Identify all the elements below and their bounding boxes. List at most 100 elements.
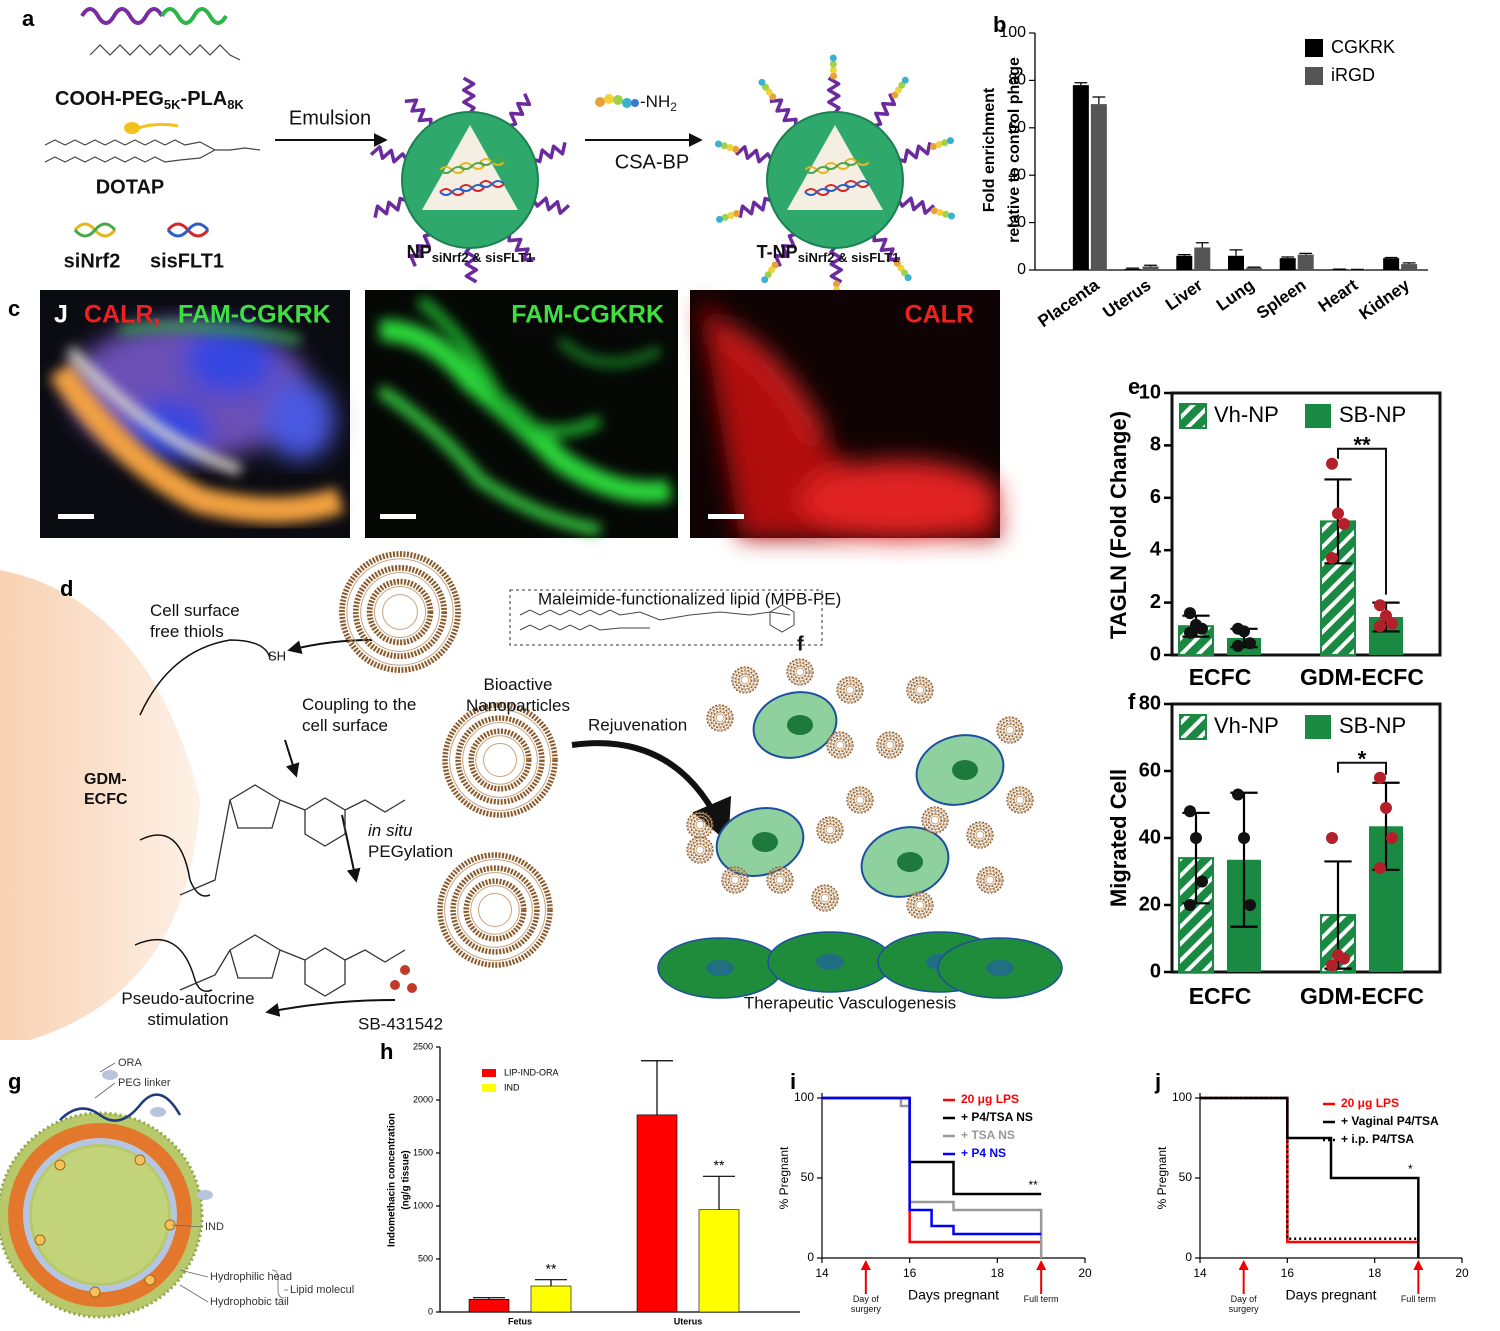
panel-d-art xyxy=(657,658,1063,999)
lipid-layer xyxy=(979,869,1001,891)
lipid-core xyxy=(740,675,750,685)
data-point xyxy=(1184,899,1196,911)
lipid-core xyxy=(930,815,940,825)
panel-g-art xyxy=(134,1154,146,1166)
y-tick-label: 50 xyxy=(801,1170,815,1184)
lipid-layer xyxy=(722,867,748,893)
panel-a-art xyxy=(160,7,228,25)
peg-chain xyxy=(773,232,798,267)
panel-c-text: J CALR, FAM-CGKRK FAM-CGKRK CALR xyxy=(54,301,974,329)
lipid-layer xyxy=(836,676,864,704)
lipid-layer xyxy=(811,884,839,912)
peptide-part: -NH xyxy=(640,92,670,111)
y-tick-label: 20 xyxy=(1139,893,1161,915)
panel-d-art xyxy=(139,639,271,716)
lipid-layer xyxy=(360,572,440,652)
data-point xyxy=(1326,552,1338,565)
bar xyxy=(1228,255,1244,270)
lipid-core xyxy=(483,743,517,777)
bar xyxy=(1090,104,1107,270)
lipid-layer xyxy=(769,869,791,891)
legend-label: IND xyxy=(504,1082,520,1092)
y-axis-label: % Pregnant xyxy=(1155,1146,1169,1209)
panel-a-art xyxy=(124,122,140,134)
lipid-layer xyxy=(455,715,545,805)
panel-g-art xyxy=(8,1123,192,1307)
image-label: CALR xyxy=(905,301,974,329)
lipid-layer xyxy=(442,702,558,818)
panel-a-art xyxy=(369,76,571,284)
lipid-layer xyxy=(913,898,927,912)
lipid-layer xyxy=(882,737,898,753)
bar xyxy=(1176,255,1193,270)
lipid-layer xyxy=(816,816,844,844)
lipid-layer xyxy=(972,827,988,843)
data-point xyxy=(1386,617,1398,630)
error-bar xyxy=(1402,262,1416,265)
lipid-layer xyxy=(973,828,987,842)
lipid-core xyxy=(730,875,740,885)
lipid-layer xyxy=(787,659,813,685)
panel-d-art xyxy=(390,980,400,990)
micrographs xyxy=(58,514,94,519)
bar xyxy=(1297,254,1314,270)
sirna xyxy=(479,158,505,166)
panel-d-text: Maleimide-functionalized lipid (MPB-PE) … xyxy=(268,589,956,1033)
peg-chain xyxy=(829,244,844,284)
legend-swatch xyxy=(482,1084,496,1092)
panel-d-art xyxy=(400,965,410,975)
panel-g-art xyxy=(197,1190,213,1200)
micrographs xyxy=(380,514,416,519)
significance: * xyxy=(1358,747,1367,772)
bar xyxy=(468,1298,510,1313)
y-tick-label: 50 xyxy=(1179,1170,1193,1184)
bar xyxy=(1072,85,1089,270)
lipid-layer xyxy=(712,710,728,726)
panel-g-art xyxy=(54,1159,66,1171)
lipid-layer xyxy=(832,737,848,753)
lipid-label: DOTAP xyxy=(96,176,165,198)
panel-d-art xyxy=(229,784,281,829)
data-point xyxy=(1374,862,1386,875)
peptide-bead xyxy=(716,215,724,223)
lipid-layer xyxy=(789,661,811,683)
data-point xyxy=(1374,771,1386,784)
micrographs xyxy=(700,300,1000,538)
legend-label: CGKRK xyxy=(1331,37,1395,57)
lipid-layer xyxy=(727,872,743,888)
micrographs xyxy=(119,322,301,344)
event-label: Full term xyxy=(1023,1294,1059,1304)
panel-d-art xyxy=(229,934,281,979)
panel-d-art xyxy=(265,999,396,1017)
y-axis-label: relative to control phage xyxy=(1006,57,1023,243)
outcome-label: Therapeutic Vasculogenesis xyxy=(744,993,956,1012)
lipid-layer xyxy=(686,836,714,864)
peptide-bead xyxy=(829,66,837,74)
panel-g-art xyxy=(94,1082,116,1099)
x-tick-label: Spleen xyxy=(1253,275,1310,323)
micrographs xyxy=(49,322,345,523)
peptide-bead xyxy=(721,213,729,221)
lipid-layer xyxy=(983,873,997,887)
lipid-layer xyxy=(843,683,857,697)
lipid-layer xyxy=(1012,792,1028,808)
panel-g-text: ORA PEG linker IND Hydrophilic head Hydr… xyxy=(118,1057,354,1308)
peptide-bead xyxy=(733,210,741,218)
lipid-layer xyxy=(839,679,861,701)
lipid-layer xyxy=(1013,793,1027,807)
lipid-layer xyxy=(982,872,998,888)
lipid-core xyxy=(825,825,835,835)
lipid-layer xyxy=(977,867,1003,893)
lipid-layer xyxy=(1009,789,1031,811)
peptide-bead xyxy=(720,142,728,150)
y-tick-label: 0 xyxy=(428,1306,433,1316)
peptide-bead xyxy=(761,276,769,284)
panel-a-art xyxy=(89,44,241,61)
peptide-bead xyxy=(891,91,899,99)
step-line xyxy=(1200,1096,1420,1258)
lipid-core xyxy=(985,875,995,885)
lipid-layer xyxy=(823,823,837,837)
lipid-core xyxy=(835,740,845,750)
panel-d-art xyxy=(344,799,406,813)
micrographs xyxy=(376,295,673,536)
